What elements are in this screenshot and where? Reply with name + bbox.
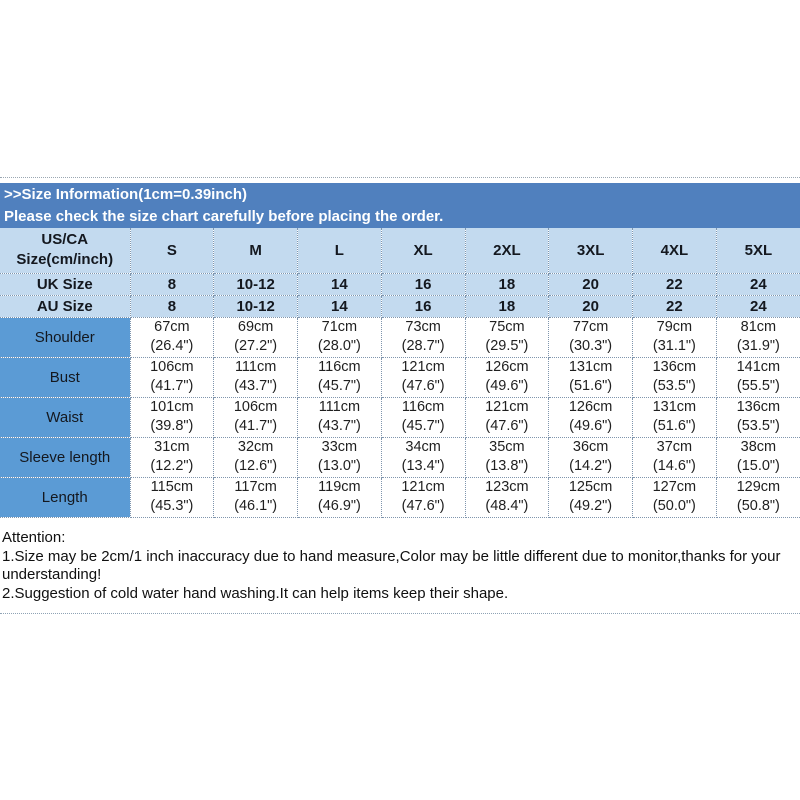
measurement-value-cell: 75cm (29.5") — [464, 316, 550, 358]
measurement-row-sleeve-length: Sleeve length 31cm (12.2") 32cm (12.6") 33… — [0, 436, 800, 478]
uk-size-value: 14 — [297, 272, 382, 296]
attention-line-1: 1.Size may be 2cm/1 inch inaccuracy due … — [2, 547, 781, 565]
au-size-value: 20 — [548, 294, 633, 318]
measurement-label: Sleeve length — [0, 436, 131, 478]
measurement-row-length: Length 115cm (45.3") 117cm (46.1") 119cm (4… — [0, 476, 800, 518]
measurement-value-cell: 125cm (49.2") — [548, 476, 633, 518]
measurement-value-cell: 121cm (47.6") — [380, 476, 466, 518]
measurement-value-cell: 67cm (26.4") — [129, 316, 215, 358]
measurement-value-cell: 127cm (50.0") — [632, 476, 717, 518]
size-header-cell: 2XL — [464, 228, 550, 274]
measurement-label: Waist — [0, 396, 131, 438]
measurement-value-cell: 37cm (14.6") — [632, 436, 717, 478]
corner-label-line1: US/CA — [41, 231, 89, 249]
uk-size-value: 18 — [464, 272, 550, 296]
uk-size-value: 10-12 — [213, 272, 298, 296]
measurement-value-cell: 79cm (31.1") — [632, 316, 717, 358]
measurement-value-cell: 32cm (12.6") — [213, 436, 298, 478]
attention-line-2: 2.Suggestion of cold water hand washing.… — [2, 584, 509, 602]
measurement-row-waist: Waist 101cm (39.8") 106cm (41.7") 111cm (43… — [0, 396, 800, 438]
au-size-value: 22 — [632, 294, 717, 318]
size-info-banner: >>Size Information(1cm=0.39inch) Please … — [0, 183, 800, 228]
uk-size-value: 20 — [548, 272, 633, 296]
attention-heading: Attention: — [2, 529, 66, 546]
au-size-value: 16 — [380, 294, 466, 318]
au-size-value: 8 — [129, 294, 215, 318]
measurement-value-cell: 111cm (43.7") — [297, 396, 382, 438]
uk-size-label: UK Size — [0, 272, 131, 296]
measurement-row-bust: Bust 106cm (41.7") 111cm (43.7") 116cm (45.… — [0, 356, 800, 398]
measurement-value-cell: 117cm (46.1") — [213, 476, 298, 518]
measurement-value-cell: 129cm (50.8") — [715, 476, 800, 518]
measurement-value-cell: 111cm (43.7") — [213, 356, 298, 398]
size-header-cell: S — [129, 228, 215, 274]
measurement-value-cell: 71cm (28.0") — [297, 316, 382, 358]
au-size-value: 24 — [715, 294, 800, 318]
measurement-value-cell: 116cm (45.7") — [380, 396, 466, 438]
uk-size-value: 16 — [380, 272, 466, 296]
au-size-label: AU Size — [0, 294, 131, 318]
size-chart-table: US/CA Size(cm/inch) S M L XL 2XL 3XL 4XL… — [0, 228, 800, 518]
size-header-cell: XL — [380, 228, 466, 274]
uk-size-value: 22 — [632, 272, 717, 296]
au-size-value: 18 — [464, 294, 550, 318]
measurement-value-cell: 77cm (30.3") — [548, 316, 633, 358]
measurement-value-cell: 123cm (48.4") — [464, 476, 550, 518]
size-header-cell: L — [297, 228, 382, 274]
measurement-value-cell: 36cm (14.2") — [548, 436, 633, 478]
measurement-value-cell: 131cm (51.6") — [548, 356, 633, 398]
measurement-value-cell: 121cm (47.6") — [380, 356, 466, 398]
measurement-value-cell: 126cm (49.6") — [464, 356, 550, 398]
uk-size-value: 24 — [715, 272, 800, 296]
measurement-value-cell: 141cm (55.5") — [715, 356, 800, 398]
measurement-value-cell: 34cm (13.4") — [380, 436, 466, 478]
measurement-value-cell: 73cm (28.7") — [380, 316, 466, 358]
attention-note: Attention: 1.Size may be 2cm/1 inch inac… — [2, 529, 798, 603]
au-size-value: 14 — [297, 294, 382, 318]
measurement-value-cell: 126cm (49.6") — [548, 396, 633, 438]
size-header-row: US/CA Size(cm/inch) S M L XL 2XL 3XL 4XL… — [0, 228, 800, 274]
size-header-cell: M — [213, 228, 298, 274]
measurement-value-cell: 119cm (46.9") — [297, 476, 382, 518]
size-header-cell: 5XL — [715, 228, 800, 274]
measurement-value-cell: 106cm (41.7") — [213, 396, 298, 438]
measurement-value-cell: 131cm (51.6") — [632, 396, 717, 438]
measurement-value-cell: 69cm (27.2") — [213, 316, 298, 358]
measurement-row-shoulder: Shoulder 67cm (26.4") 69cm (27.2") 71cm (28… — [0, 316, 800, 358]
uk-size-value: 8 — [129, 272, 215, 296]
size-header-cell: 3XL — [548, 228, 633, 274]
measurement-value-cell: 115cm (45.3") — [129, 476, 215, 518]
measurement-value-cell: 121cm (47.6") — [464, 396, 550, 438]
size-header-cell: 4XL — [632, 228, 717, 274]
measurement-value-cell: 101cm (39.8") — [129, 396, 215, 438]
banner-title: >>Size Information(1cm=0.39inch) — [4, 185, 247, 203]
corner-label-line2: Size(cm/inch) — [16, 251, 114, 269]
measurement-value-cell: 35cm (13.8") — [464, 436, 550, 478]
uk-size-row: UK Size 8 10-12 14 16 18 20 22 24 — [0, 272, 800, 296]
measurement-value-cell: 136cm (53.5") — [715, 396, 800, 438]
measurement-value-cell: 81cm (31.9") — [715, 316, 800, 358]
measurement-label: Shoulder — [0, 316, 131, 358]
measurement-value-cell: 106cm (41.7") — [129, 356, 215, 398]
measurement-value-cell: 38cm (15.0") — [715, 436, 800, 478]
measurement-value-cell: 116cm (45.7") — [297, 356, 382, 398]
corner-header-cell: US/CA Size(cm/inch) — [0, 228, 131, 274]
measurement-value-cell: 31cm (12.2") — [129, 436, 215, 478]
bottom-dotted-rule — [0, 613, 800, 614]
banner-subtitle: Please check the size chart carefully be… — [4, 207, 444, 225]
attention-line-1-cont: understanding! — [2, 566, 102, 583]
au-size-row: AU Size 8 10-12 14 16 18 20 22 24 — [0, 294, 800, 318]
measurement-value-cell: 136cm (53.5") — [632, 356, 717, 398]
measurement-label: Length — [0, 476, 131, 518]
measurement-value-cell: 33cm (13.0") — [297, 436, 382, 478]
measurement-label: Bust — [0, 356, 131, 398]
au-size-value: 10-12 — [213, 294, 298, 318]
top-dotted-rule — [0, 177, 800, 178]
